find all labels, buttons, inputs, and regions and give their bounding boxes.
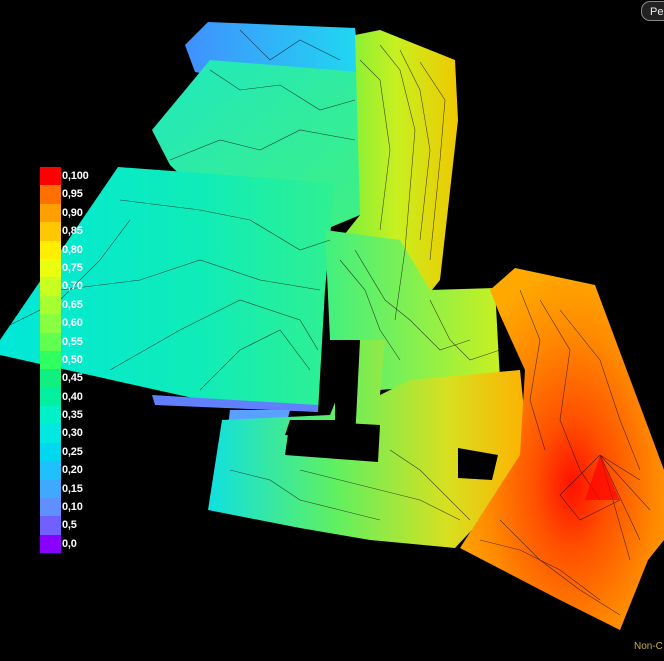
legend-label: 0,5 <box>62 519 77 532</box>
legend-label: 0,35 <box>62 409 83 422</box>
status-text: Non-C <box>634 641 663 652</box>
contour-lines <box>0 29 651 616</box>
legend-label: 0,55 <box>62 335 83 348</box>
legend-swatch <box>40 203 61 223</box>
legend-label: 0,85 <box>62 225 83 238</box>
legend-swatch <box>40 222 61 241</box>
legend-label: 0,80 <box>62 243 83 256</box>
legend-label: 0,75 <box>62 261 83 274</box>
legend-label: 0,60 <box>62 317 83 330</box>
legend-label: 0,0 <box>62 537 77 550</box>
legend-label: 0,30 <box>62 427 83 440</box>
legend-label: 0,25 <box>62 445 83 458</box>
legend-label: 0,70 <box>62 280 83 293</box>
legend-label: 0,90 <box>62 206 83 219</box>
legend-label: 0,40 <box>62 390 83 403</box>
legend-swatch <box>40 534 61 554</box>
legend-label: 0,15 <box>62 482 83 495</box>
legend-swatch <box>40 516 61 535</box>
opening-1 <box>285 340 360 440</box>
legend-swatch <box>40 461 61 480</box>
legend-label: 0,45 <box>62 372 83 385</box>
slab-underside <box>152 395 318 412</box>
legend-swatch <box>40 406 61 425</box>
legend-swatch <box>40 314 61 333</box>
legend-swatch <box>40 387 61 407</box>
per-button[interactable]: Per <box>641 1 664 21</box>
peak-triangle <box>585 455 620 500</box>
legend-swatch <box>40 442 61 462</box>
legend-label: 0,100 <box>62 170 89 182</box>
legend-swatch <box>40 369 61 388</box>
legend-swatch <box>40 240 61 259</box>
legend-label: 0,50 <box>62 353 83 366</box>
opening-3 <box>458 448 498 480</box>
legend-swatch <box>40 277 61 296</box>
right-wing <box>460 268 664 630</box>
legend-label: 0,10 <box>62 501 83 514</box>
legend-swatch <box>40 424 61 443</box>
opening-2 <box>285 420 380 462</box>
legend-swatch <box>40 295 61 315</box>
legend-swatch <box>40 258 61 278</box>
legend-label: 0,20 <box>62 464 83 477</box>
legend-label: 0,95 <box>62 188 83 201</box>
legend-swatch <box>40 167 61 186</box>
legend-swatch <box>40 332 61 351</box>
legend-swatch <box>40 498 61 517</box>
legend-swatch <box>40 350 61 370</box>
left-floor-slab <box>0 167 335 412</box>
legend-swatch <box>40 479 61 499</box>
legend-swatch <box>40 185 61 204</box>
legend-label: 0,65 <box>62 298 83 311</box>
